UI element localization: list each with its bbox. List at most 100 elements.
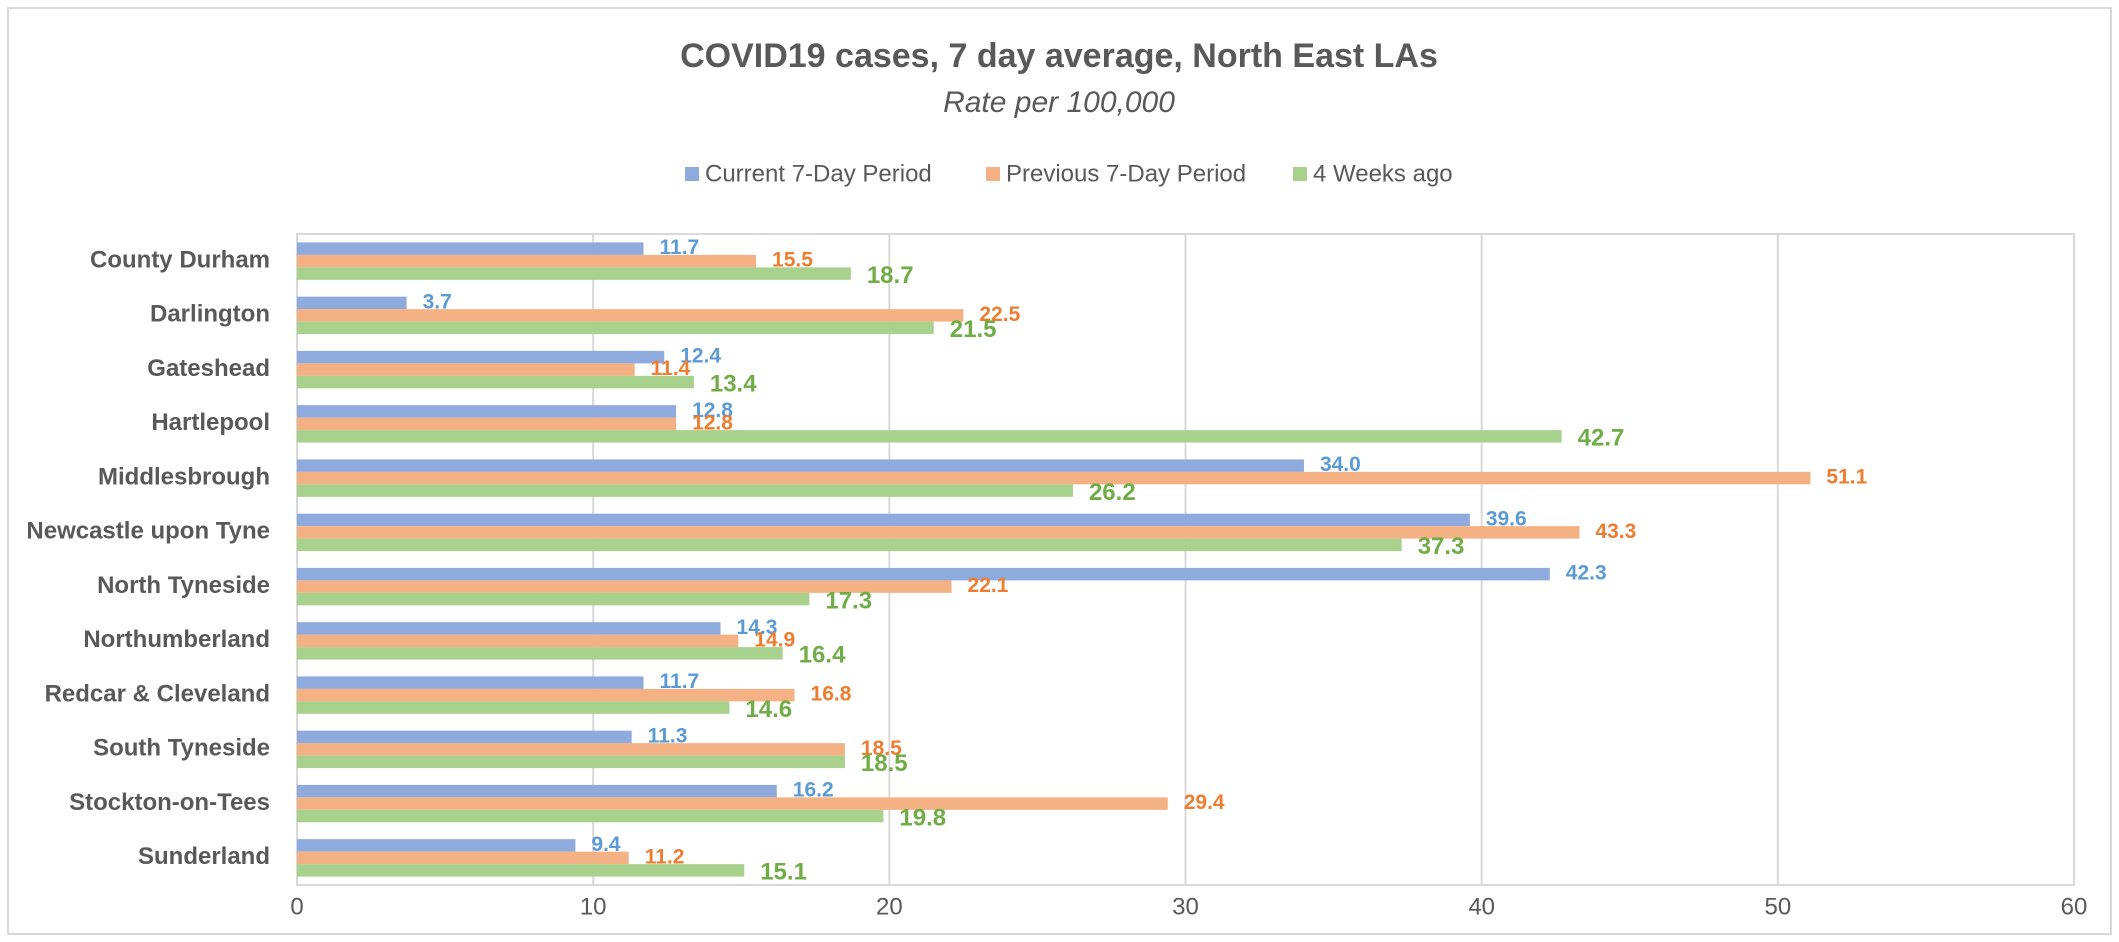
bar bbox=[297, 242, 644, 255]
value-label: 13.4 bbox=[710, 370, 757, 397]
bar bbox=[297, 851, 629, 865]
value-label: 14.6 bbox=[745, 696, 792, 723]
value-label: 51.1 bbox=[1826, 466, 1867, 489]
value-label: 11.7 bbox=[660, 670, 700, 693]
value-label: 16.4 bbox=[799, 642, 846, 669]
bar bbox=[297, 701, 730, 714]
plot-frame bbox=[296, 233, 2075, 886]
bar bbox=[297, 526, 1580, 539]
bar bbox=[297, 513, 1470, 527]
bar bbox=[297, 484, 1073, 497]
value-label: 16.2 bbox=[793, 779, 834, 802]
bar bbox=[297, 622, 721, 635]
x-tick-label: 20 bbox=[876, 893, 903, 920]
value-label: 15.5 bbox=[772, 249, 813, 272]
bar bbox=[297, 350, 665, 364]
value-label: 42.3 bbox=[1566, 562, 1607, 585]
value-label: 18.5 bbox=[861, 737, 902, 760]
bar bbox=[297, 730, 632, 744]
x-tick-label: 30 bbox=[1172, 893, 1199, 920]
value-label: 22.5 bbox=[979, 303, 1020, 326]
value-label: 3.7 bbox=[423, 290, 452, 313]
value-label: 12.4 bbox=[680, 345, 721, 368]
value-label: 11.7 bbox=[660, 236, 700, 259]
value-label: 34.0 bbox=[1320, 453, 1361, 476]
value-label: 21.5 bbox=[950, 316, 997, 343]
value-label: 15.1 bbox=[760, 859, 807, 886]
value-label: 18.5 bbox=[861, 750, 908, 777]
bar bbox=[297, 267, 851, 280]
bar bbox=[297, 580, 952, 593]
bar bbox=[297, 363, 635, 376]
bar bbox=[297, 784, 777, 798]
legend-swatch bbox=[1293, 167, 1307, 181]
x-tick-label: 10 bbox=[580, 893, 607, 920]
value-label: 29.4 bbox=[1184, 791, 1225, 814]
value-label: 11.2 bbox=[645, 845, 685, 868]
y-tick-label: Redcar & Cleveland bbox=[45, 680, 270, 707]
bar bbox=[297, 405, 677, 418]
legend-label: Previous 7-Day Period bbox=[1006, 160, 1246, 187]
bar bbox=[297, 839, 576, 852]
bar bbox=[297, 592, 810, 606]
value-label: 39.6 bbox=[1486, 507, 1527, 530]
bar bbox=[297, 647, 783, 660]
y-tick-label: Northumberland bbox=[83, 626, 270, 653]
value-label: 14.3 bbox=[737, 616, 778, 639]
bar bbox=[297, 459, 1304, 472]
value-label: 12.8 bbox=[692, 399, 733, 422]
x-tick-label: 60 bbox=[2061, 893, 2088, 920]
y-tick-label: Gateshead bbox=[147, 355, 270, 382]
bar bbox=[297, 634, 739, 648]
legend-swatch bbox=[685, 167, 699, 181]
value-label: 26.2 bbox=[1089, 479, 1136, 506]
y-tick-label: Sunderland bbox=[138, 843, 270, 870]
bar bbox=[297, 688, 795, 702]
y-tick-label: Middlesbrough bbox=[98, 463, 270, 490]
bar bbox=[297, 809, 884, 823]
value-label: 18.7 bbox=[867, 262, 914, 289]
value-label: 19.8 bbox=[899, 804, 946, 831]
legend-swatch bbox=[986, 167, 1000, 181]
x-tick-label: 0 bbox=[290, 893, 303, 920]
value-label: 12.8 bbox=[692, 411, 733, 434]
value-label: 14.9 bbox=[754, 628, 795, 651]
value-label: 17.3 bbox=[825, 587, 872, 614]
bar bbox=[297, 743, 845, 756]
value-label: 11.3 bbox=[648, 724, 688, 747]
x-tick-label: 40 bbox=[1468, 893, 1495, 920]
bar bbox=[297, 797, 1168, 810]
bar bbox=[297, 471, 1811, 485]
bar bbox=[297, 676, 644, 689]
value-label: 9.4 bbox=[591, 833, 621, 856]
value-label: 43.3 bbox=[1595, 520, 1636, 543]
bar bbox=[297, 567, 1550, 581]
x-tick-label: 50 bbox=[1764, 893, 1791, 920]
value-label: 37.3 bbox=[1418, 533, 1465, 560]
y-tick-label: South Tyneside bbox=[93, 735, 270, 762]
y-tick-label: Stockton-on-Tees bbox=[69, 789, 270, 816]
y-tick-label: Darlington bbox=[150, 301, 270, 328]
y-tick-label: Newcastle upon Tyne bbox=[26, 518, 270, 545]
bar bbox=[297, 864, 745, 877]
bar bbox=[297, 296, 407, 310]
y-tick-label: Hartlepool bbox=[151, 409, 270, 436]
y-tick-label: County Durham bbox=[90, 246, 270, 273]
bar bbox=[297, 375, 694, 389]
bar bbox=[297, 254, 757, 268]
value-label: 42.7 bbox=[1578, 425, 1625, 452]
bar bbox=[297, 430, 1562, 443]
value-label: 11.4 bbox=[651, 357, 691, 380]
chart-subtitle: Rate per 100,000 bbox=[943, 86, 1175, 119]
bar bbox=[297, 538, 1402, 552]
legend-label: Current 7-Day Period bbox=[705, 160, 932, 187]
value-label: 22.1 bbox=[968, 574, 1009, 597]
value-label: 16.8 bbox=[811, 683, 852, 706]
bar bbox=[297, 309, 964, 322]
legend-label: 4 Weeks ago bbox=[1313, 160, 1453, 187]
bar bbox=[297, 417, 677, 431]
bar bbox=[297, 755, 845, 769]
y-tick-label: North Tyneside bbox=[97, 572, 270, 599]
chart-title: COVID19 cases, 7 day average, North East… bbox=[680, 37, 1438, 75]
